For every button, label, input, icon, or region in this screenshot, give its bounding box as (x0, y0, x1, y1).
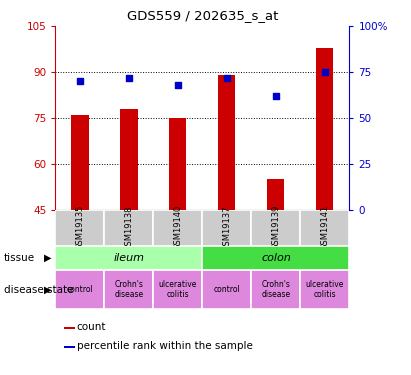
Text: ▶: ▶ (44, 285, 51, 295)
Text: ileum: ileum (113, 253, 144, 263)
Bar (55, 210, 104, 246)
Bar (104, 270, 153, 309)
Title: GDS559 / 202635_s_at: GDS559 / 202635_s_at (127, 9, 278, 22)
Bar (267, 179, 284, 210)
Point (224, 75, 230, 81)
Text: GSM19135: GSM19135 (76, 205, 85, 251)
Bar (202, 270, 252, 309)
Bar (316, 48, 333, 210)
Bar (64, 327, 75, 329)
Bar (64, 346, 75, 348)
Text: control: control (214, 285, 240, 294)
Point (175, 82, 181, 88)
Bar (72, 115, 88, 210)
Text: percentile rank within the sample: percentile rank within the sample (76, 341, 252, 351)
Text: GSM19137: GSM19137 (222, 205, 231, 251)
Text: Crohn's
disease: Crohn's disease (261, 280, 291, 299)
Bar (202, 210, 252, 246)
Text: GSM19141: GSM19141 (320, 205, 329, 251)
Text: tissue: tissue (4, 253, 35, 263)
Text: ulcerative
colitis: ulcerative colitis (306, 280, 344, 299)
Bar (218, 75, 236, 210)
Bar (55, 270, 104, 309)
Text: ulcerative
colitis: ulcerative colitis (159, 280, 197, 299)
Bar (202, 246, 349, 270)
Bar (104, 210, 153, 246)
Text: ▶: ▶ (44, 253, 51, 263)
Text: colon: colon (261, 253, 291, 263)
Text: GSM19140: GSM19140 (173, 205, 182, 251)
Bar (55, 246, 202, 270)
Bar (300, 210, 349, 246)
Bar (120, 109, 138, 210)
Bar (169, 118, 187, 210)
Bar (252, 270, 300, 309)
Text: disease state: disease state (4, 285, 74, 295)
Point (77, 78, 83, 84)
Text: count: count (76, 322, 106, 332)
Bar (153, 270, 202, 309)
Bar (153, 210, 202, 246)
Text: control: control (67, 285, 93, 294)
Text: GSM19139: GSM19139 (271, 205, 280, 251)
Bar (252, 210, 300, 246)
Point (272, 93, 279, 99)
Text: Crohn's
disease: Crohn's disease (114, 280, 143, 299)
Point (321, 69, 328, 75)
Point (126, 75, 132, 81)
Bar (300, 270, 349, 309)
Text: GSM19138: GSM19138 (125, 205, 134, 251)
